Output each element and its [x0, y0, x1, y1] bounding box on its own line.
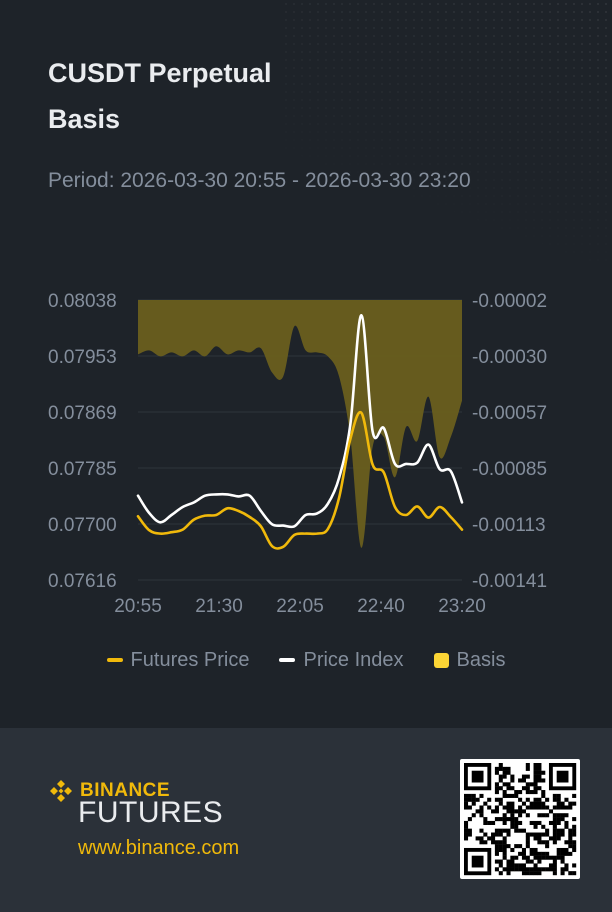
chart-legend: Futures Price Price Index Basis	[0, 646, 612, 674]
period-label: Period: 2026-03-30 20:55 - 2026-03-30 23…	[48, 169, 471, 192]
y-left-tick-label: 0.08038	[48, 291, 117, 312]
footer: BINANCE FUTURES www.binance.com	[0, 728, 612, 912]
legend-item-basis: Basis	[433, 646, 506, 674]
binance-logo: BINANCE	[48, 778, 170, 804]
decorative-dot-pattern	[282, 0, 612, 300]
qr-code[interactable]	[460, 759, 580, 879]
website-link[interactable]: www.binance.com	[78, 837, 240, 859]
futures-price-line	[136, 410, 464, 550]
y-left-tick-label: 0.07616	[48, 571, 117, 592]
qr-code-image	[464, 763, 577, 876]
axis-labels: 0.08038 -0.00002 0.07953 -0.00030 0.07869 -0.…	[48, 291, 547, 617]
basis-chart: 0.08038 -0.00002 0.07953 -0.00030 0.07869 -0.…	[48, 291, 547, 617]
y-right-tick-label: -0.00057	[472, 403, 547, 424]
legend-futures-label: Futures Price	[130, 649, 250, 671]
x-tick-label: 22:05	[276, 596, 324, 617]
price-index-series	[136, 313, 464, 529]
page-title: CUSDT Perpetual	[48, 58, 272, 88]
page-subtitle: Basis	[48, 104, 121, 134]
x-tick-label: 20:55	[114, 596, 162, 617]
product-name: FUTURES	[78, 796, 224, 829]
x-tick-label: 22:40	[357, 596, 405, 617]
x-tick-label: 21:30	[195, 596, 243, 617]
index-swatch	[279, 658, 296, 662]
futures-price-series	[136, 410, 464, 550]
y-left-tick-label: 0.07869	[48, 403, 117, 424]
y-right-tick-label: -0.00030	[472, 347, 547, 368]
share-card: CUSDT Perpetual Basis Period: 2026-03-30…	[0, 0, 612, 674]
x-tick-label: 23:20	[438, 596, 486, 617]
y-left-tick-label: 0.07953	[48, 347, 117, 368]
y-left-tick-label: 0.07785	[48, 459, 117, 480]
basis-swatch	[433, 652, 449, 668]
futures-swatch	[106, 658, 123, 662]
basis-area	[138, 300, 462, 548]
price-index-line	[136, 313, 464, 529]
y-right-tick-label: -0.00113	[472, 515, 546, 536]
basis-series	[138, 300, 462, 548]
legend-basis-label: Basis	[456, 649, 506, 671]
brand-name: BINANCE	[80, 780, 171, 801]
legend-index-label: Price Index	[303, 649, 404, 671]
legend-item-index: Price Index	[279, 646, 404, 674]
legend-item-futures: Futures Price	[106, 646, 250, 674]
y-right-tick-label: -0.00141	[472, 571, 547, 592]
y-right-tick-label: -0.00002	[472, 291, 547, 312]
y-right-tick-label: -0.00085	[472, 459, 547, 480]
y-left-tick-label: 0.07700	[48, 515, 117, 536]
binance-diamond-icon	[50, 780, 72, 802]
